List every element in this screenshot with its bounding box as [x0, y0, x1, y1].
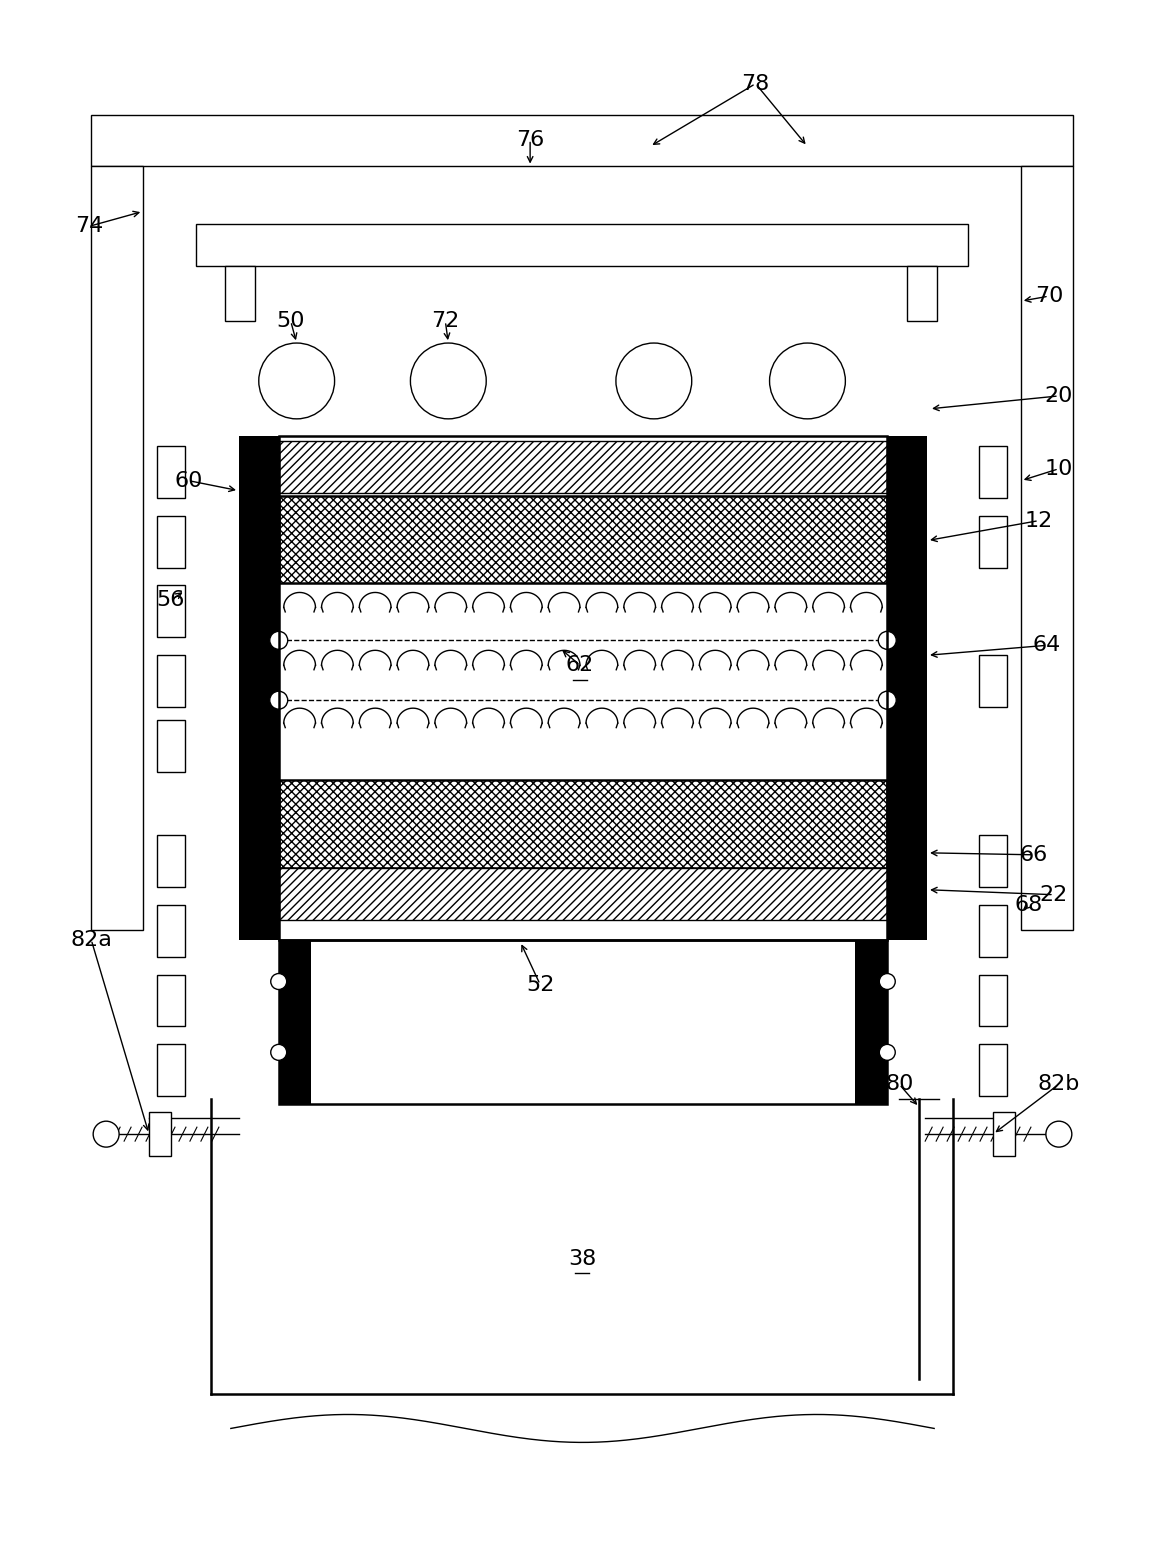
Circle shape	[769, 343, 845, 420]
Bar	[157, 446, 185, 497]
Bar	[149, 1113, 171, 1156]
Text: 12: 12	[1024, 511, 1053, 530]
Bar	[278, 441, 887, 493]
Text: 78: 78	[741, 73, 769, 93]
Bar	[91, 115, 1073, 166]
Text: 82b: 82b	[1037, 1074, 1080, 1094]
Text: 56: 56	[157, 591, 185, 611]
Text: 70: 70	[1035, 286, 1063, 306]
Text: 22: 22	[1039, 884, 1069, 904]
Bar	[157, 516, 185, 567]
Bar	[979, 656, 1007, 707]
Bar	[278, 496, 887, 583]
Bar	[979, 1044, 1007, 1096]
Circle shape	[93, 1120, 119, 1147]
Bar	[278, 867, 887, 920]
Circle shape	[616, 343, 691, 420]
Text: 10: 10	[1044, 458, 1073, 479]
Text: 60: 60	[175, 471, 204, 491]
Bar	[157, 586, 185, 637]
Text: 66: 66	[1020, 845, 1048, 866]
Bar	[157, 974, 185, 1026]
Text: 76: 76	[516, 129, 545, 149]
Text: 38: 38	[568, 1249, 596, 1270]
Text: 64: 64	[1032, 636, 1062, 656]
Bar	[887, 435, 928, 940]
Circle shape	[879, 692, 896, 709]
Text: 68: 68	[1015, 895, 1043, 915]
Bar	[979, 834, 1007, 887]
Bar	[157, 904, 185, 957]
Text: 50: 50	[276, 311, 305, 331]
Text: 52: 52	[526, 974, 554, 995]
Circle shape	[258, 343, 334, 420]
Circle shape	[879, 973, 895, 990]
Bar	[239, 435, 278, 940]
Bar	[1021, 166, 1073, 929]
Bar	[157, 720, 185, 772]
Text: 82a: 82a	[70, 929, 112, 949]
Bar	[278, 780, 887, 867]
Text: 80: 80	[885, 1074, 914, 1094]
Bar	[856, 940, 887, 1105]
Bar	[979, 446, 1007, 497]
Circle shape	[270, 631, 288, 650]
Circle shape	[1046, 1120, 1072, 1147]
Bar	[278, 435, 887, 940]
Bar	[278, 940, 887, 1105]
Circle shape	[879, 631, 896, 650]
Text: 72: 72	[431, 311, 460, 331]
Bar	[979, 974, 1007, 1026]
Circle shape	[271, 973, 286, 990]
Bar	[157, 834, 185, 887]
Circle shape	[270, 692, 288, 709]
Bar	[157, 1044, 185, 1096]
Bar	[993, 1113, 1015, 1156]
Bar	[196, 224, 968, 266]
Bar	[979, 516, 1007, 567]
Bar	[278, 940, 311, 1105]
Bar	[979, 904, 1007, 957]
Circle shape	[411, 343, 487, 420]
Circle shape	[271, 1044, 286, 1060]
Text: 20: 20	[1044, 385, 1073, 406]
Text: 74: 74	[74, 216, 104, 236]
Bar	[225, 266, 255, 322]
Bar	[157, 656, 185, 707]
Bar	[907, 266, 937, 322]
Circle shape	[879, 1044, 895, 1060]
Text: 62: 62	[566, 656, 594, 676]
Bar	[91, 166, 143, 929]
